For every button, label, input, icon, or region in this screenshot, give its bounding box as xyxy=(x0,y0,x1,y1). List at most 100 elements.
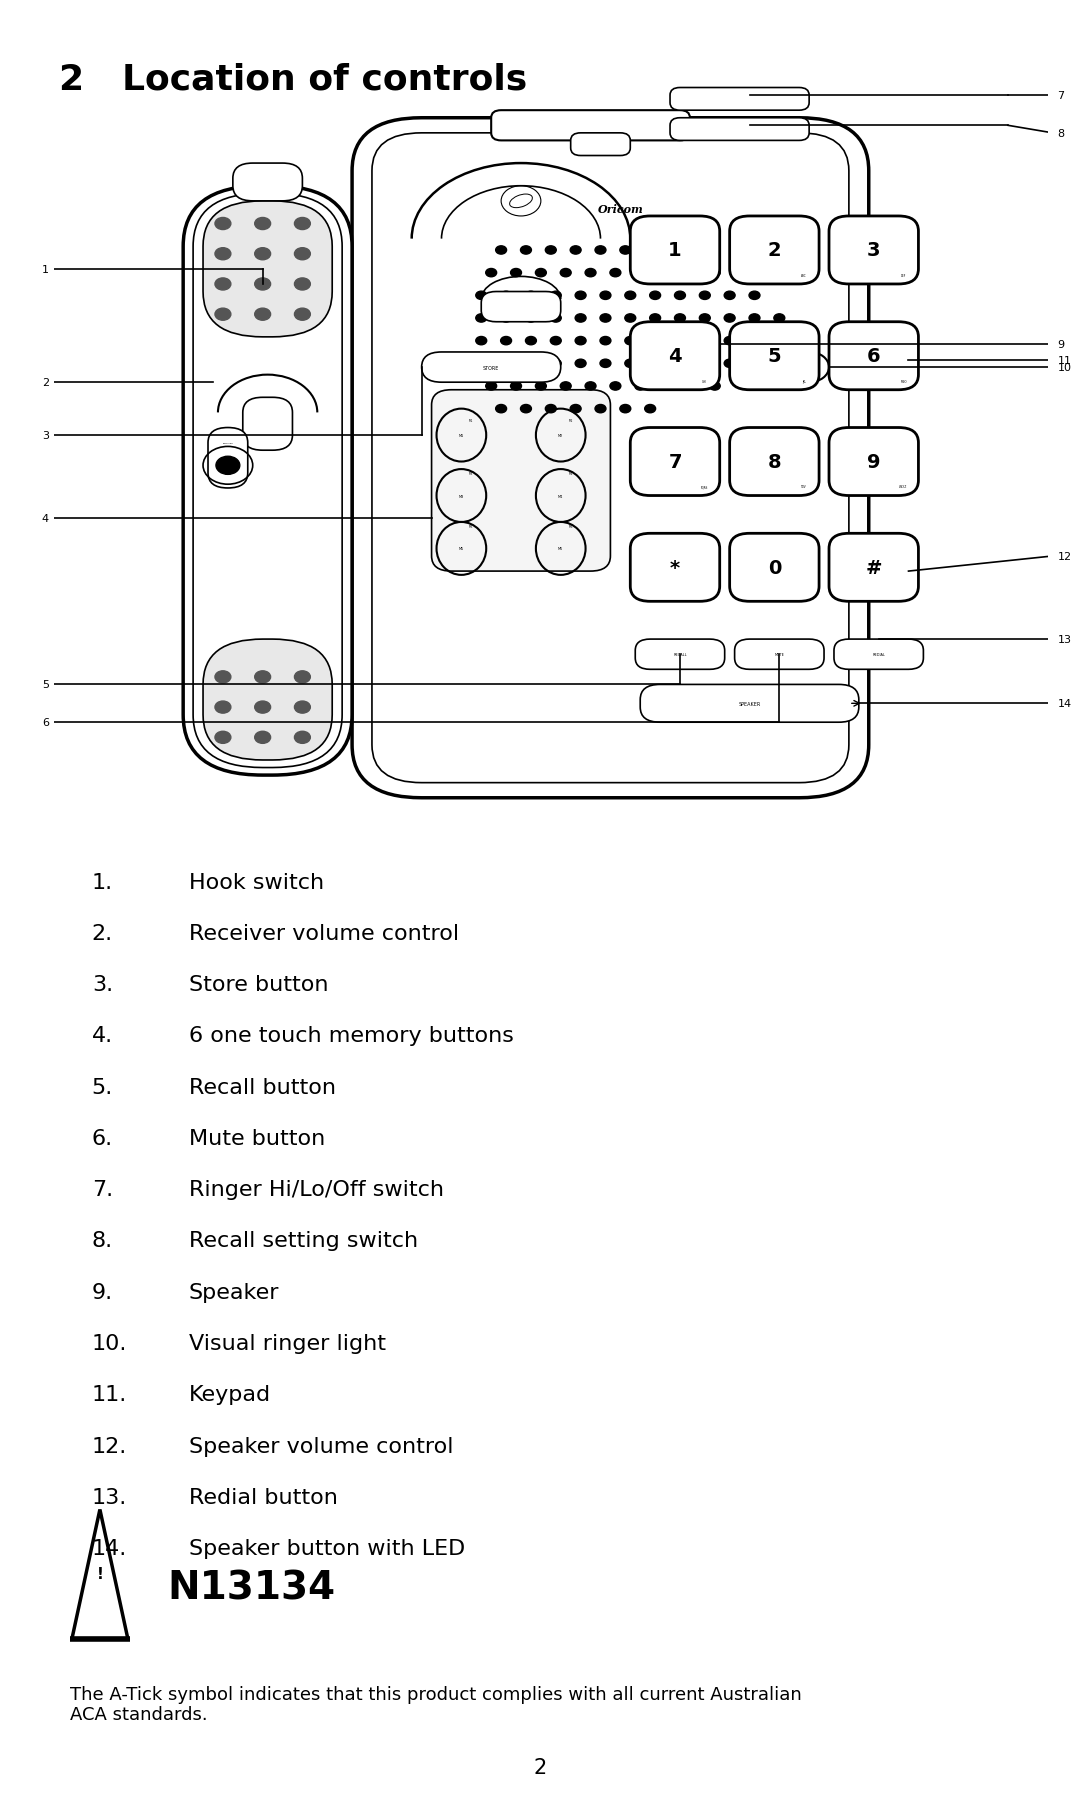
Circle shape xyxy=(215,309,231,322)
Text: 14: 14 xyxy=(1057,699,1071,708)
Circle shape xyxy=(650,291,661,300)
Circle shape xyxy=(521,246,531,255)
Circle shape xyxy=(675,315,686,324)
Text: !: ! xyxy=(96,1566,104,1580)
Text: M4: M4 xyxy=(568,471,572,476)
Circle shape xyxy=(551,338,562,345)
Text: Hook switch: Hook switch xyxy=(189,872,324,892)
Circle shape xyxy=(585,270,596,277)
Text: STORE: STORE xyxy=(483,365,499,370)
FancyBboxPatch shape xyxy=(631,428,719,496)
Circle shape xyxy=(675,360,686,369)
Text: 1: 1 xyxy=(669,241,681,261)
Text: M4: M4 xyxy=(558,494,564,498)
Text: 10: 10 xyxy=(1057,363,1071,372)
FancyBboxPatch shape xyxy=(670,119,809,142)
Text: 12.: 12. xyxy=(92,1435,127,1456)
FancyBboxPatch shape xyxy=(352,119,868,798)
Circle shape xyxy=(551,315,562,324)
Circle shape xyxy=(620,246,631,255)
FancyBboxPatch shape xyxy=(829,322,918,390)
Text: WXYZ: WXYZ xyxy=(900,485,907,489)
FancyBboxPatch shape xyxy=(631,534,719,602)
Circle shape xyxy=(685,270,696,277)
Circle shape xyxy=(501,315,512,324)
Circle shape xyxy=(551,291,562,300)
Text: M3: M3 xyxy=(459,494,464,498)
Circle shape xyxy=(215,671,231,683)
Text: 5: 5 xyxy=(42,680,49,690)
Circle shape xyxy=(576,360,586,369)
Text: Recall button: Recall button xyxy=(189,1077,336,1097)
Text: M1: M1 xyxy=(459,433,464,439)
Circle shape xyxy=(585,383,596,390)
Text: 11: 11 xyxy=(1057,356,1071,365)
Circle shape xyxy=(600,291,611,300)
Circle shape xyxy=(600,338,611,345)
Text: 8: 8 xyxy=(768,453,781,471)
Circle shape xyxy=(215,248,231,261)
Text: 3: 3 xyxy=(867,241,880,261)
FancyBboxPatch shape xyxy=(730,534,819,602)
Circle shape xyxy=(725,291,735,300)
Circle shape xyxy=(620,405,631,414)
Circle shape xyxy=(725,338,735,345)
Text: M6: M6 xyxy=(558,547,564,552)
Circle shape xyxy=(650,338,661,345)
Circle shape xyxy=(511,383,522,390)
Text: 7: 7 xyxy=(1057,92,1065,101)
Circle shape xyxy=(295,309,310,322)
FancyBboxPatch shape xyxy=(421,352,561,383)
Text: M1: M1 xyxy=(469,419,473,423)
Text: 3: 3 xyxy=(42,432,49,441)
Circle shape xyxy=(476,360,487,369)
Text: 1.: 1. xyxy=(92,872,113,892)
Circle shape xyxy=(576,338,586,345)
Circle shape xyxy=(700,315,711,324)
FancyBboxPatch shape xyxy=(491,111,690,142)
Circle shape xyxy=(650,315,661,324)
Text: Speaker button with LED: Speaker button with LED xyxy=(189,1537,465,1559)
Circle shape xyxy=(526,338,537,345)
Circle shape xyxy=(476,315,487,324)
Text: 2: 2 xyxy=(534,1757,546,1778)
Text: Receiver volume control: Receiver volume control xyxy=(189,924,459,944)
Text: M2: M2 xyxy=(558,433,564,439)
FancyBboxPatch shape xyxy=(730,428,819,496)
Circle shape xyxy=(255,732,271,744)
Circle shape xyxy=(496,405,507,414)
FancyBboxPatch shape xyxy=(834,640,923,671)
Circle shape xyxy=(255,309,271,322)
Text: 14.: 14. xyxy=(92,1537,127,1559)
Circle shape xyxy=(536,270,546,277)
Circle shape xyxy=(600,360,611,369)
Circle shape xyxy=(545,405,556,414)
FancyBboxPatch shape xyxy=(631,218,719,284)
Text: 1: 1 xyxy=(42,264,49,275)
Circle shape xyxy=(595,405,606,414)
Circle shape xyxy=(645,246,656,255)
Circle shape xyxy=(486,383,497,390)
Circle shape xyxy=(625,315,636,324)
Circle shape xyxy=(255,701,271,714)
Circle shape xyxy=(700,291,711,300)
Circle shape xyxy=(700,360,711,369)
Text: *: * xyxy=(670,559,680,577)
Text: 2.: 2. xyxy=(92,924,113,944)
FancyBboxPatch shape xyxy=(570,133,631,156)
Text: 4: 4 xyxy=(669,347,681,367)
Circle shape xyxy=(496,246,507,255)
Text: 9.: 9. xyxy=(92,1282,113,1302)
Circle shape xyxy=(476,291,487,300)
Circle shape xyxy=(216,457,240,475)
Circle shape xyxy=(595,246,606,255)
Text: M3: M3 xyxy=(469,471,473,476)
Circle shape xyxy=(635,270,646,277)
Circle shape xyxy=(295,218,310,230)
FancyBboxPatch shape xyxy=(193,194,342,768)
Text: 4: 4 xyxy=(42,514,49,523)
Text: M2: M2 xyxy=(568,419,572,423)
Text: 4.: 4. xyxy=(92,1025,113,1046)
Circle shape xyxy=(521,405,531,414)
Circle shape xyxy=(215,701,231,714)
